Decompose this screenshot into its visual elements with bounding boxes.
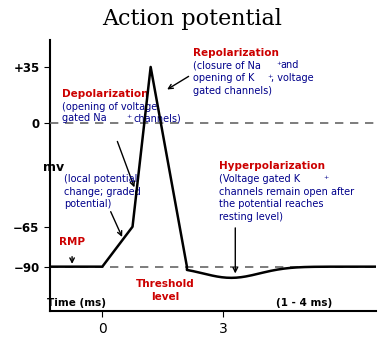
Text: RMP: RMP: [59, 237, 85, 247]
Text: $^+$: $^+$: [125, 113, 133, 122]
Text: Action potential: Action potential: [102, 8, 282, 30]
Text: $^+$: $^+$: [322, 174, 330, 183]
Text: $^+$: $^+$: [275, 61, 283, 70]
Text: and: and: [280, 60, 299, 70]
Text: (Voltage gated K: (Voltage gated K: [219, 174, 300, 184]
Text: channels): channels): [134, 113, 182, 123]
Text: mv: mv: [43, 161, 64, 174]
Text: (opening of voltage: (opening of voltage: [62, 102, 157, 112]
Text: Time (ms): Time (ms): [46, 298, 106, 308]
Text: (1 - 4 ms): (1 - 4 ms): [276, 298, 332, 308]
Text: $^+$: $^+$: [265, 74, 273, 83]
Text: Hyperpolarization: Hyperpolarization: [219, 161, 325, 171]
Text: (closure of Na: (closure of Na: [193, 60, 261, 70]
Text: resting level): resting level): [219, 212, 283, 222]
Text: gated channels): gated channels): [193, 86, 272, 96]
Text: the potential reaches: the potential reaches: [219, 199, 324, 209]
Text: (local potential: (local potential: [64, 174, 137, 184]
Text: change; graded: change; graded: [64, 186, 141, 197]
Text: Repolarization: Repolarization: [193, 47, 279, 57]
Text: potential): potential): [64, 199, 111, 209]
Text: opening of K: opening of K: [193, 73, 254, 83]
Text: , voltage: , voltage: [271, 73, 314, 83]
Text: level: level: [151, 292, 179, 302]
Text: Depolarization: Depolarization: [62, 89, 149, 99]
Text: Threshold: Threshold: [136, 279, 194, 289]
Text: gated Na: gated Na: [62, 113, 107, 123]
Text: channels remain open after: channels remain open after: [219, 186, 354, 197]
